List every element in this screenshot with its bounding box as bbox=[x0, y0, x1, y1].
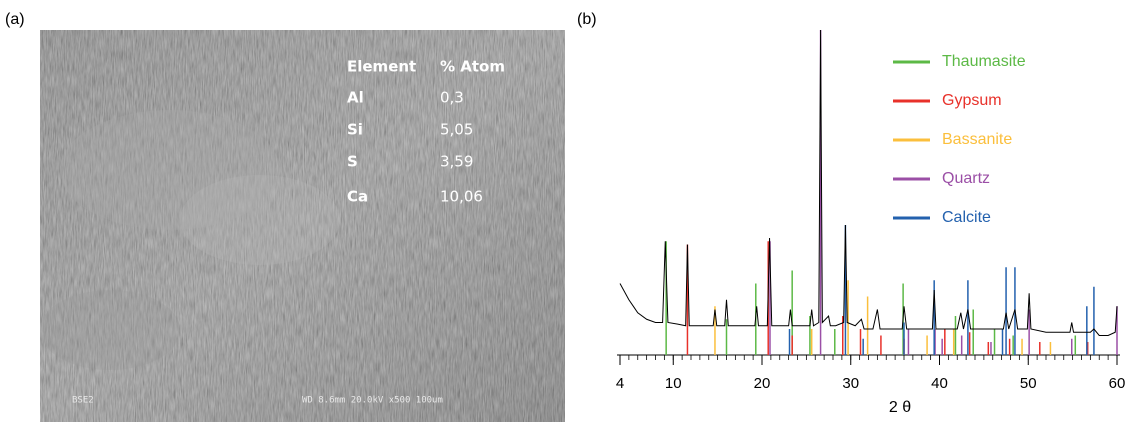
x-tick-label: 10 bbox=[665, 375, 682, 392]
x-tick-label: 50 bbox=[1020, 375, 1037, 392]
xrd-pattern bbox=[619, 29, 1118, 336]
x-tick-label: 40 bbox=[931, 375, 948, 392]
table-header: % Atom bbox=[440, 58, 505, 76]
table-cell: 5,05 bbox=[440, 121, 473, 139]
legend-label: Bassanite bbox=[942, 131, 1012, 148]
table-cell: Si bbox=[347, 121, 363, 139]
table-cell: 3,59 bbox=[440, 153, 473, 171]
x-axis-label: 2 θ bbox=[889, 399, 911, 416]
legend-label: Thaumasite bbox=[942, 53, 1026, 70]
panel-label: (a) bbox=[5, 11, 25, 28]
table-header: Element bbox=[347, 58, 416, 76]
sem-image bbox=[40, 30, 565, 422]
x-tick-label: 30 bbox=[842, 375, 859, 392]
legend-label: Gypsum bbox=[942, 92, 1002, 109]
table-cell: S bbox=[347, 153, 358, 171]
sem-info: WD 8.6mm 20.0kV x500 100um bbox=[302, 396, 443, 406]
x-tick-label: 4 bbox=[616, 375, 624, 392]
legend-label: Quartz bbox=[942, 170, 990, 187]
legend-label: Calcite bbox=[942, 209, 991, 226]
table-cell: 0,3 bbox=[440, 89, 464, 107]
panel-label: (b) bbox=[577, 11, 597, 28]
x-tick-label: 60 bbox=[1109, 375, 1126, 392]
table-cell: 10,06 bbox=[440, 188, 483, 206]
sem-info: BSE2 bbox=[72, 396, 94, 406]
table-cell: Al bbox=[347, 89, 364, 107]
table-cell: Ca bbox=[347, 188, 368, 206]
x-tick-label: 20 bbox=[754, 375, 771, 392]
